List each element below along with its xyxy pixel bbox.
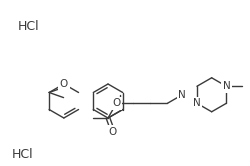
Text: O: O [112,98,120,108]
Text: N: N [192,98,200,108]
Text: HCl: HCl [12,148,34,161]
Text: HCl: HCl [18,20,40,33]
Text: O: O [60,79,68,89]
Text: O: O [108,127,116,137]
Text: N: N [222,81,229,91]
Text: N: N [178,90,185,100]
